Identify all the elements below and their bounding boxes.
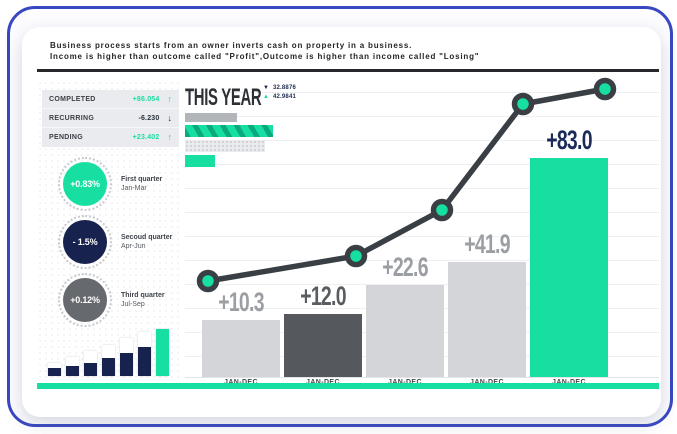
mini-chart-bar-fill [138,347,151,376]
mini-chart-bar-fill [102,358,115,376]
dotted-ring: +0.83% [58,157,112,211]
sidebar: COMPLETED +86.054 ↑ RECURRING -6.230 ↓ P… [37,80,183,380]
stat-label: COMPLETED [49,95,96,103]
bar-value-label: +41.9 [464,229,510,259]
mini-chart-bar-fill [66,366,79,376]
mini-bar-chart [48,328,174,376]
stat-value: -6.230 [138,114,160,122]
mini-chart-bar [156,329,169,376]
dotted-ring: +0.12% [58,273,112,327]
header-description: Business process starts from an owner in… [50,40,610,62]
stat-row-completed: COMPLETED +86.054 ↑ [42,90,179,109]
bar-value-label: +22.6 [382,252,428,282]
quarter-range: Jul-Sep [121,301,145,308]
mini-chart-bar [102,345,115,376]
bar-value-label: +12.0 [300,281,346,311]
stat-row-pending: PENDING +23.402 ↑ [42,128,179,147]
category-label: JAN-DEC [470,379,504,386]
mini-chart-bar [48,363,61,376]
category-label: JAN-DEC [552,379,586,386]
quarter-range: Jan-Mar [121,185,147,192]
quarter-range: Apr-Jun [121,243,146,250]
chart-bar [366,285,444,377]
header-line-2: Income is higher than outcome called "Pr… [50,52,480,61]
arrow-down-icon: ↓ [167,112,173,123]
axis-baseline [185,377,659,378]
quarter-badge: +0.12% [63,278,107,322]
chart-bar [202,320,280,377]
bar-value-label: +10.3 [218,287,264,317]
mini-chart-bar [138,332,151,376]
mini-chart-bar [84,351,97,376]
quarter-text: Third quarter Jul-Sep [121,292,165,308]
category-label: JAN-DEC [388,379,422,386]
quarter-title: Third quarter [121,292,165,299]
chart-bar [530,158,608,377]
mini-chart-bar-fill [84,363,97,376]
stat-row-recurring: RECURRING -6.230 ↓ [42,109,179,128]
dotted-ring: - 1.5% [58,215,112,269]
mini-chart-bar [120,338,133,376]
bar-value-label: +83.0 [546,125,592,155]
stat-label: RECURRING [49,114,95,122]
quarter-text: Secoud quarter Apr-Jun [121,234,172,250]
header-divider [37,69,659,72]
quarter-badge: +0.83% [63,162,107,206]
bottom-green-strip [37,383,659,389]
quarter-badge: - 1.5% [63,220,107,264]
quarter-title: First quarter [121,176,163,183]
stat-label: PENDING [49,134,83,141]
mini-chart-bar [66,357,79,376]
mini-chart-bar-fill [156,329,169,376]
stat-value: +86.054 [132,95,160,103]
arrow-up-icon: ↑ [167,132,173,142]
quarter-item-first: +0.83% First quarter Jan-Mar [58,157,162,211]
stats-box: COMPLETED +86.054 ↑ RECURRING -6.230 ↓ P… [42,90,179,147]
quarter-item-second: - 1.5% Secoud quarter Apr-Jun [58,215,172,269]
quarter-item-third: +0.12% Third quarter Jul-Sep [58,273,165,327]
quarter-text: First quarter Jan-Mar [121,176,162,192]
header-line-1: Business process starts from an owner in… [50,41,413,50]
mini-chart-bar-fill [48,368,61,376]
mini-chart-bar-fill [120,353,133,376]
category-label: JAN-DEC [306,379,340,386]
quarter-title: Secoud quarter [121,234,173,241]
arrow-up-icon: ↑ [167,93,173,104]
chart-bar [448,262,526,377]
category-label: JAN-DEC [224,379,258,386]
stat-value: +23.402 [132,134,160,141]
chart-bar [284,314,362,377]
